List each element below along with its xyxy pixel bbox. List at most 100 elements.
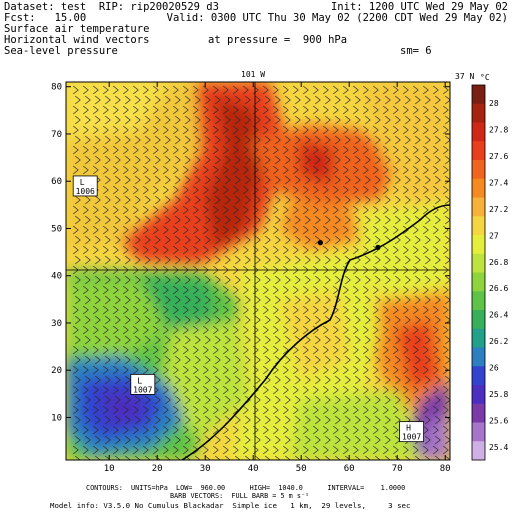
wind-barb [204,175,211,185]
wind-barb [302,225,309,235]
wind-barb [152,285,159,295]
wind-barb [332,245,339,255]
wind-barb [142,165,149,175]
wind-barb [364,435,371,445]
wind-barb [162,185,169,195]
wind-barb [242,445,249,455]
wind-barb [72,245,79,255]
wind-barb [284,355,291,365]
wind-barb [392,145,399,155]
wind-barb [92,285,99,295]
wind-barb [274,195,281,205]
wind-barb [274,95,281,105]
wind-barb [404,195,411,205]
wind-barb [244,435,251,445]
wind-barb [84,355,91,365]
wind-barb [442,445,449,455]
wind-barb [202,325,209,335]
wind-barb [174,315,181,325]
wind-barb [294,295,301,305]
wind-barb [284,235,291,245]
wind-barb [394,315,401,325]
wind-barb [162,145,169,155]
wind-barb [362,185,369,195]
wind-barb [122,185,129,195]
wind-barb [192,345,199,355]
wind-barb [194,275,201,285]
wind-barb [342,345,349,355]
wind-barb [182,225,189,235]
wind-barb [162,405,169,415]
forecast-hour: Fcst: 15.00 [4,12,87,24]
wind-barb [364,195,371,205]
wind-barb [134,335,141,345]
y-tick-label: 20 [51,366,62,376]
wind-barb [154,215,161,225]
wind-barb [294,355,301,365]
wind-barb [84,315,91,325]
wind-barb [164,155,171,165]
wind-barb [244,215,251,225]
wind-barb [394,415,401,425]
wind-barb [234,355,241,365]
wind-barb [224,175,231,185]
wind-barb [434,235,441,245]
wind-barb [162,85,169,95]
wind-barb [94,455,101,460]
wind-barb [82,85,89,95]
wind-barb [324,115,331,125]
wind-barb [124,295,131,305]
wind-barb [422,285,429,295]
wind-barb [382,445,389,455]
wind-barb [344,215,351,225]
wind-barb [322,405,329,415]
wind-barb [274,115,281,125]
wind-barb [264,275,271,285]
wind-barb [362,145,369,155]
wind-barb [404,315,411,325]
wind-barb [184,415,191,425]
wind-barb [82,305,89,315]
wind-barb [284,435,291,445]
wind-barb [272,225,279,235]
wind-barb [422,245,429,255]
wind-barb [292,345,299,355]
wind-barb [114,335,121,345]
wind-barb [184,235,191,245]
wind-barb [224,295,231,305]
wind-barb [94,195,101,205]
wind-barb [354,455,361,460]
wind-barb [92,245,99,255]
wind-barb [192,305,199,315]
wind-barb [292,125,299,135]
wind-barb [282,365,289,375]
wind-barb [434,315,441,325]
wind-barb [132,105,139,115]
wind-barb [164,355,171,365]
wind-barb [192,85,199,95]
wind-barb [134,355,141,365]
wind-barb [312,205,319,215]
wind-barb [262,325,269,335]
wind-barb [344,175,351,185]
wind-barb [384,95,391,105]
wind-barb [82,365,89,375]
wind-barb [154,335,161,345]
wind-barb [212,285,219,295]
wind-barb [172,225,179,235]
wind-barb [412,345,419,355]
wind-barb [414,295,421,305]
wind-barb [132,125,139,135]
wind-barb [442,245,449,255]
wind-barb [392,325,399,335]
wind-barb [112,245,119,255]
wind-barb [344,235,351,245]
wind-barb [412,205,419,215]
wind-barb [94,215,101,225]
wind-barb [382,285,389,295]
wind-barb [442,325,449,335]
wind-barb [314,275,321,285]
wind-barb [282,145,289,155]
wind-barb [274,135,281,145]
wind-barb [92,325,99,335]
